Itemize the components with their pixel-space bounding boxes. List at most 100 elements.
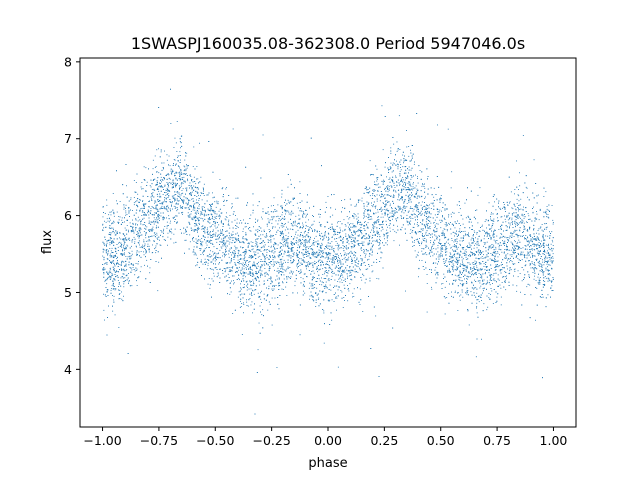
data-point xyxy=(166,217,167,219)
data-point xyxy=(287,199,289,201)
data-point xyxy=(121,246,123,248)
data-point xyxy=(204,209,206,211)
data-point xyxy=(462,252,464,254)
data-point xyxy=(494,258,495,260)
data-point xyxy=(355,205,357,207)
data-point xyxy=(544,257,546,259)
data-point xyxy=(186,167,188,169)
data-point xyxy=(518,208,519,210)
data-point xyxy=(423,206,425,208)
data-point xyxy=(184,173,186,174)
data-point xyxy=(365,238,367,240)
data-point xyxy=(437,124,438,126)
data-point xyxy=(476,247,478,249)
data-point xyxy=(416,193,417,195)
data-point xyxy=(266,225,268,227)
data-point xyxy=(210,242,212,244)
data-point xyxy=(103,309,105,311)
data-point xyxy=(371,205,373,206)
data-point xyxy=(543,240,545,241)
data-point xyxy=(109,253,111,255)
data-point xyxy=(222,245,224,247)
data-point xyxy=(334,231,336,232)
data-point xyxy=(374,223,376,225)
data-point xyxy=(157,218,159,220)
data-point xyxy=(464,250,466,252)
data-point xyxy=(471,271,473,273)
data-point xyxy=(430,240,432,242)
data-point xyxy=(369,160,371,162)
data-point xyxy=(502,276,503,278)
data-point xyxy=(361,233,363,235)
data-point xyxy=(409,207,411,209)
data-point xyxy=(292,229,294,231)
data-point xyxy=(119,232,121,233)
data-point xyxy=(113,215,115,217)
data-point xyxy=(408,155,410,157)
data-point xyxy=(318,221,320,223)
data-point xyxy=(178,196,180,197)
data-point xyxy=(232,206,233,208)
data-point xyxy=(262,309,264,311)
data-point xyxy=(416,210,417,212)
data-point xyxy=(454,244,455,245)
data-point xyxy=(105,221,107,223)
data-point xyxy=(381,105,383,107)
data-point xyxy=(303,259,304,261)
data-point xyxy=(483,266,485,267)
data-point xyxy=(288,277,290,279)
data-point xyxy=(508,222,510,224)
data-point xyxy=(186,204,188,206)
data-point xyxy=(339,231,341,233)
data-point xyxy=(148,237,150,238)
data-point xyxy=(419,238,420,239)
data-point xyxy=(477,242,479,244)
data-point xyxy=(516,198,518,200)
data-point xyxy=(119,241,120,243)
data-point xyxy=(258,261,259,263)
data-point xyxy=(209,218,210,220)
data-point xyxy=(213,258,214,260)
data-point xyxy=(342,230,344,232)
data-point xyxy=(399,170,401,172)
data-point xyxy=(543,238,545,240)
data-point xyxy=(468,217,470,218)
data-point xyxy=(131,269,133,271)
data-point xyxy=(514,263,516,265)
data-point xyxy=(199,214,201,216)
data-point xyxy=(398,208,400,210)
data-point xyxy=(346,254,347,256)
data-point xyxy=(442,232,443,234)
data-point xyxy=(457,310,459,311)
data-point xyxy=(476,302,478,304)
data-point xyxy=(221,233,223,234)
data-point xyxy=(313,287,315,289)
data-point xyxy=(228,223,229,225)
data-point xyxy=(105,245,107,246)
data-point xyxy=(428,215,430,217)
data-point xyxy=(303,246,305,247)
data-point xyxy=(397,149,399,151)
data-point xyxy=(352,270,354,272)
data-point xyxy=(552,260,554,262)
data-point xyxy=(226,200,227,202)
data-point xyxy=(292,205,294,206)
data-point xyxy=(462,231,464,232)
data-point xyxy=(201,228,203,230)
data-point xyxy=(419,196,421,198)
data-point xyxy=(492,274,494,276)
data-point xyxy=(535,240,537,241)
data-point xyxy=(102,206,104,208)
data-point xyxy=(521,259,523,261)
data-point xyxy=(514,205,516,207)
data-point xyxy=(218,263,220,265)
data-point xyxy=(231,280,232,282)
data-point xyxy=(177,209,179,210)
data-point xyxy=(216,238,218,240)
data-point xyxy=(193,146,195,148)
data-point xyxy=(498,229,500,230)
data-point xyxy=(451,216,452,218)
data-point xyxy=(489,246,491,248)
data-point xyxy=(454,235,455,237)
data-point xyxy=(497,260,498,262)
